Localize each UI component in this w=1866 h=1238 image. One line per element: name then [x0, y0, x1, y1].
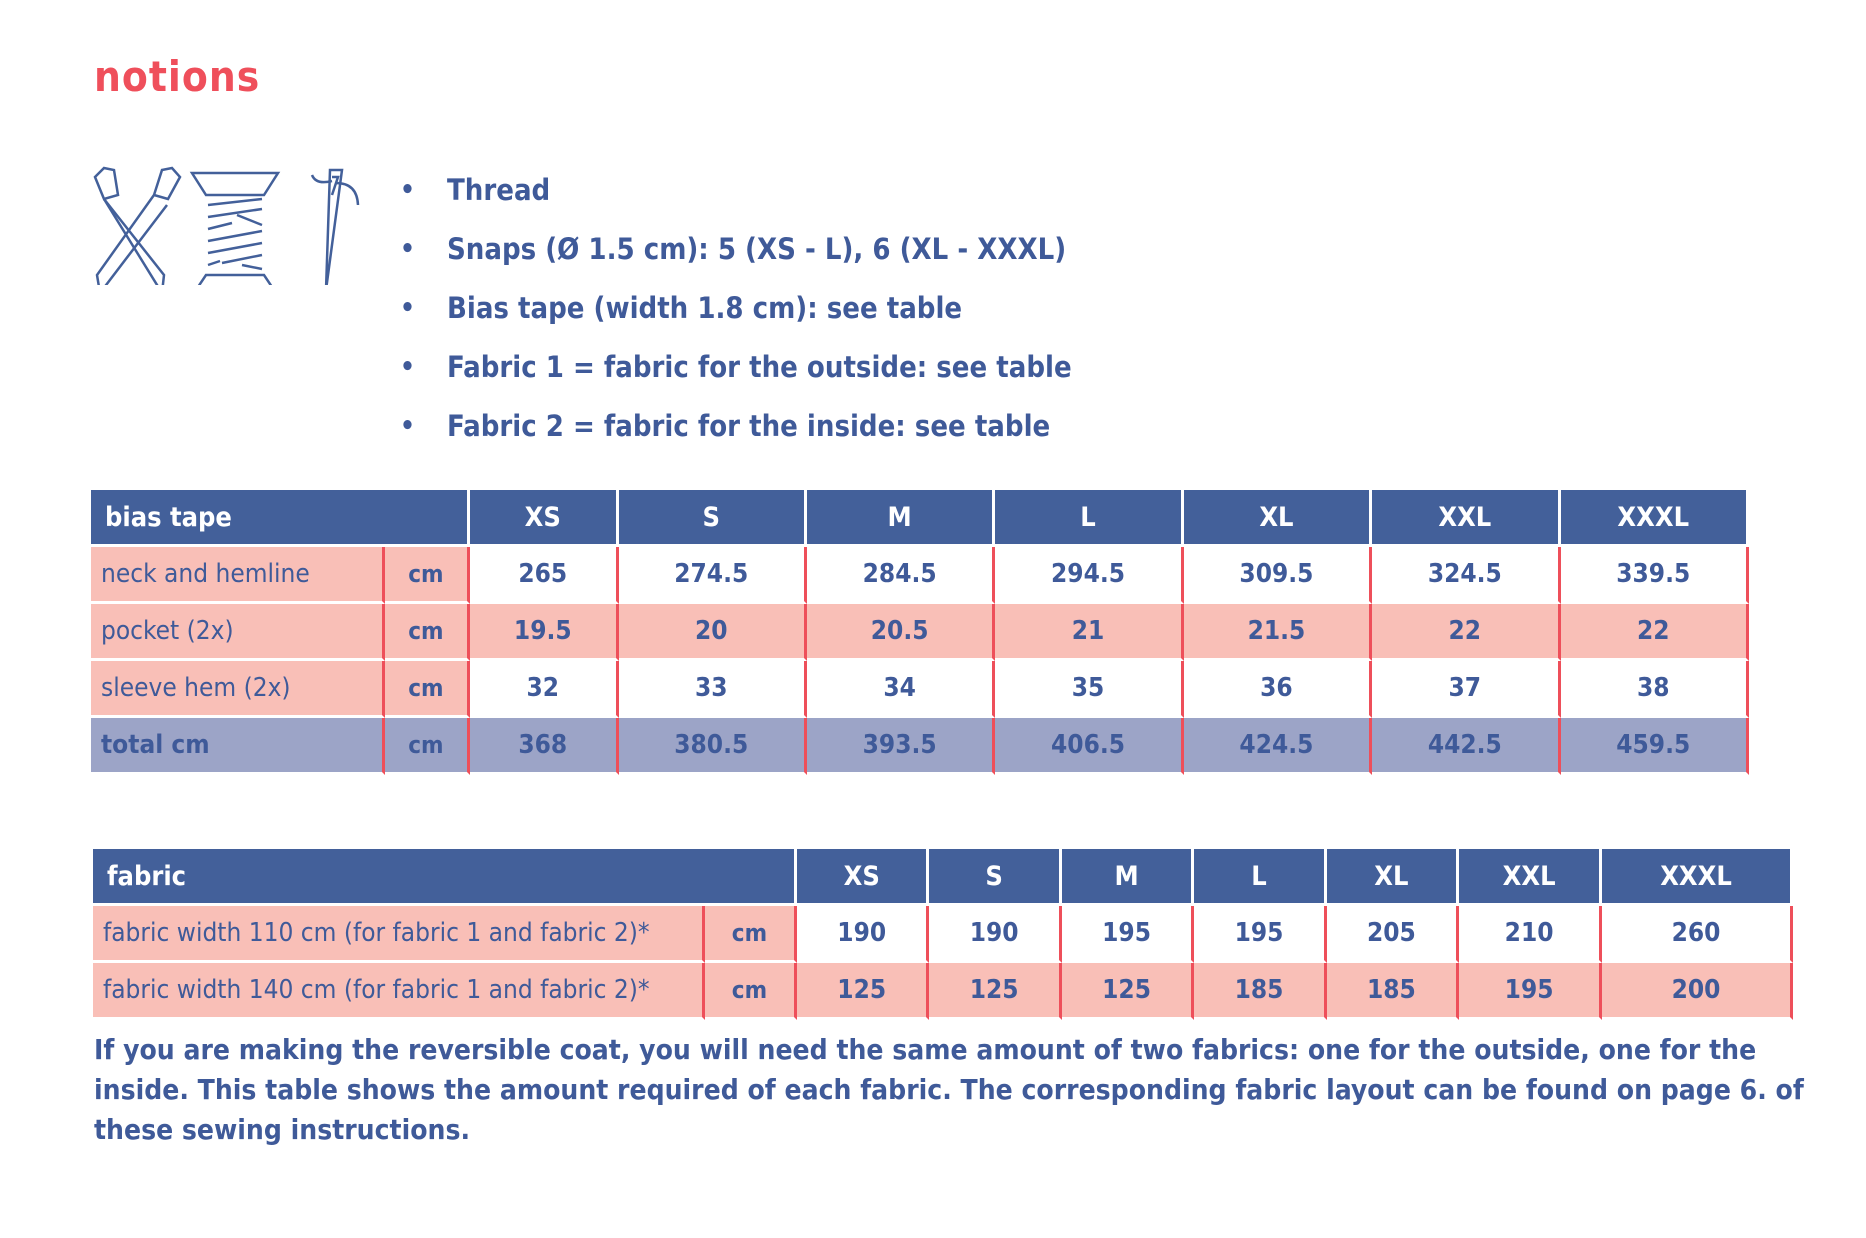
size-header: XXXL [1560, 490, 1749, 547]
cell-value: 125 [797, 963, 930, 1020]
size-header: M [806, 490, 996, 547]
bias-tape-table: bias tape XS S M L XL XXL XXXL neck and hemline c… [91, 490, 1749, 775]
scissors-icon [93, 166, 182, 285]
row-label: fabric width 140 cm (for fabric 1 and fa… [93, 963, 705, 1020]
list-item: • Snaps (Ø 1.5 cm): 5 (XS - L), 6 (XL - X… [400, 231, 1067, 266]
table-row: fabric width 110 cm (for fabric 1 and fa… [93, 906, 1793, 963]
row-label: total cm [91, 718, 385, 775]
cell-value: 274.5 [618, 547, 807, 604]
size-header: M [1061, 849, 1195, 906]
cell-value: 22 [1560, 604, 1749, 661]
size-header: L [1194, 849, 1327, 906]
row-unit: cm [384, 547, 470, 604]
size-header: XXXL [1602, 849, 1793, 906]
cell-value: 424.5 [1183, 718, 1373, 775]
size-header: XXL [1372, 490, 1561, 547]
row-label: fabric width 110 cm (for fabric 1 and fa… [93, 906, 705, 963]
fabric-note: If you are making the reversible coat, y… [94, 1033, 1804, 1146]
cell-value: 185 [1326, 963, 1460, 1020]
size-header: XL [1183, 490, 1373, 547]
cell-value: 190 [797, 906, 930, 963]
row-label: neck and hemline [91, 547, 385, 604]
cell-value: 37 [1372, 661, 1561, 718]
fabric-table: fabric XS S M L XL XXL XXXL fabric width 110 cm … [93, 849, 1793, 1020]
list-item: • Bias tape (width 1.8 cm): see table [400, 290, 963, 325]
cell-value: 442.5 [1372, 718, 1561, 775]
notions-list: • Thread • Snaps (Ø 1.5 cm): 5 (XS - L), 6… [400, 160, 1072, 455]
cell-value: 309.5 [1183, 547, 1373, 604]
list-item: • Fabric 2 = fabric for the inside: see t… [400, 408, 1051, 443]
size-header: XS [470, 490, 619, 547]
table-row: neck and hemline cm 265 274.5 284.5 294.5 309.… [91, 547, 1749, 604]
size-header: L [995, 490, 1184, 547]
row-label: sleeve hem (2x) [91, 661, 385, 718]
cell-value: 339.5 [1560, 547, 1749, 604]
cell-value: 21.5 [1183, 604, 1373, 661]
row-unit: cm [384, 604, 470, 661]
table-row: total cm cm 368 380.5 393.5 406.5 424.5 442.5 45… [91, 718, 1749, 775]
cell-value: 35 [995, 661, 1184, 718]
thread-spool-icon [189, 171, 281, 285]
cell-value: 368 [470, 718, 619, 775]
table-row: pocket (2x) cm 19.5 20 20.5 21 21.5 22 22 [91, 604, 1749, 661]
cell-value: 34 [806, 661, 996, 718]
cell-value: 22 [1372, 604, 1561, 661]
cell-value: 459.5 [1560, 718, 1749, 775]
cell-value: 36 [1183, 661, 1373, 718]
size-header: S [618, 490, 807, 547]
table-row: sleeve hem (2x) cm 32 33 34 35 36 37 38 [91, 661, 1749, 718]
size-header: XXL [1459, 849, 1603, 906]
page-title: notions [94, 52, 261, 101]
cell-value: 19.5 [470, 604, 619, 661]
table-header-row: fabric XS S M L XL XXL XXXL [93, 849, 1793, 906]
size-header: S [929, 849, 1062, 906]
table-title: bias tape [91, 490, 470, 547]
table-title: fabric [93, 849, 797, 906]
cell-value: 195 [1459, 963, 1603, 1020]
needle-icon [310, 168, 360, 285]
cell-value: 393.5 [806, 718, 996, 775]
row-unit: cm [704, 963, 797, 1020]
size-header: XS [797, 849, 930, 906]
cell-value: 125 [929, 963, 1062, 1020]
cell-value: 38 [1560, 661, 1749, 718]
cell-value: 32 [470, 661, 619, 718]
cell-value: 21 [995, 604, 1184, 661]
cell-value: 324.5 [1372, 547, 1561, 604]
cell-value: 284.5 [806, 547, 996, 604]
cell-value: 380.5 [618, 718, 807, 775]
row-unit: cm [704, 906, 797, 963]
table-row: fabric width 140 cm (for fabric 1 and fa… [93, 963, 1793, 1020]
row-unit: cm [384, 718, 470, 775]
cell-value: 205 [1326, 906, 1460, 963]
list-item: • Fabric 1 = fabric for the outside: see … [400, 349, 1072, 384]
cell-value: 195 [1061, 906, 1195, 963]
cell-value: 260 [1602, 906, 1793, 963]
cell-value: 265 [470, 547, 619, 604]
cell-value: 185 [1194, 963, 1327, 1020]
row-unit: cm [384, 661, 470, 718]
cell-value: 406.5 [995, 718, 1184, 775]
size-header: XL [1326, 849, 1460, 906]
cell-value: 190 [929, 906, 1062, 963]
cell-value: 294.5 [995, 547, 1184, 604]
table-header-row: bias tape XS S M L XL XXL XXXL [91, 490, 1749, 547]
cell-value: 125 [1061, 963, 1195, 1020]
cell-value: 195 [1194, 906, 1327, 963]
cell-value: 210 [1459, 906, 1603, 963]
cell-value: 20.5 [806, 604, 996, 661]
row-label: pocket (2x) [91, 604, 385, 661]
cell-value: 200 [1602, 963, 1793, 1020]
notions-icons [93, 166, 360, 285]
cell-value: 20 [618, 604, 807, 661]
list-item: • Thread [400, 172, 551, 207]
cell-value: 33 [618, 661, 807, 718]
